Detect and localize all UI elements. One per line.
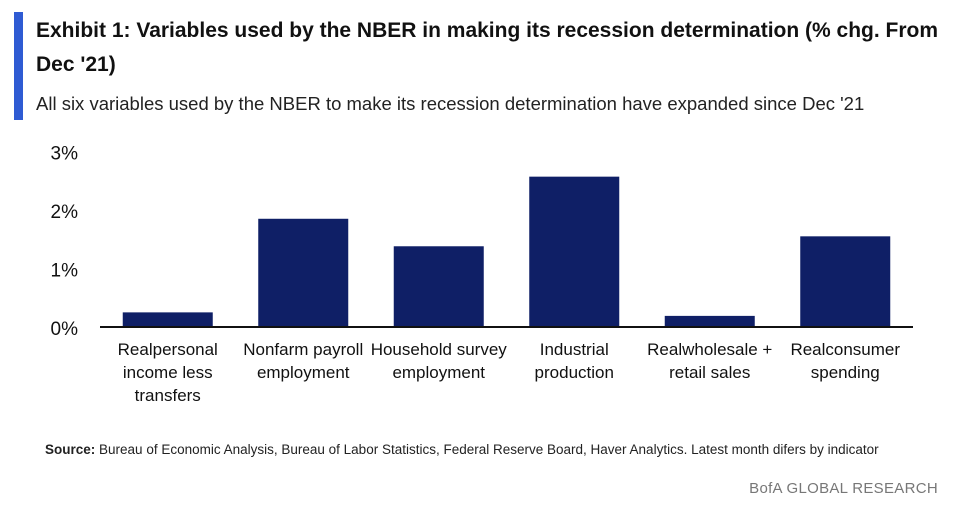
- bar: [664, 315, 755, 327]
- bar: [258, 218, 349, 327]
- bar: [393, 246, 484, 327]
- x-tick-label-line: employment: [257, 363, 350, 382]
- x-tick-label: Household survey employment: [371, 340, 508, 382]
- source-label: Source:: [45, 442, 96, 457]
- x-tick-label-line: employment: [392, 363, 485, 382]
- x-tick-label-line: transfers: [135, 386, 201, 405]
- x-tick-label: Nonfarm payroll employment: [243, 340, 363, 382]
- brand-logo-text: BofA GLOBAL RESEARCH: [749, 480, 938, 497]
- source-note: Source: Bureau of Economic Analysis, Bur…: [45, 442, 879, 457]
- x-tick-label-line: production: [535, 363, 614, 382]
- x-tick-label-line: Household survey: [371, 340, 508, 359]
- x-tick-label: Realwholesale + retail sales: [647, 340, 772, 382]
- x-tick-label-line: Realpersonal: [118, 340, 218, 359]
- y-tick-label: 2%: [51, 202, 79, 223]
- x-tick-label-line: Realwholesale +: [647, 340, 772, 359]
- y-tick-label: 3%: [51, 144, 79, 165]
- bar: [122, 312, 213, 327]
- x-tick-label: Realconsumer spending: [790, 340, 900, 382]
- chart-subtitle: All six variables used by the NBER to ma…: [36, 93, 865, 114]
- x-tick-label-line: spending: [811, 363, 880, 382]
- x-tick-label-line: income less: [123, 363, 213, 382]
- x-tick-label-line: retail sales: [669, 363, 750, 382]
- title-accent-bar: [14, 12, 23, 120]
- x-tick-label-line: Nonfarm payroll: [243, 340, 363, 359]
- x-tick-label: Industrial production: [535, 340, 614, 382]
- y-tick-label: 0%: [51, 319, 79, 340]
- bar-chart: 0% 1% 2% 3% Realpersonal income less transfers…: [51, 144, 913, 405]
- bar: [529, 176, 620, 327]
- chart-title: Exhibit 1: Variables used by the NBER in…: [36, 19, 939, 76]
- x-tick-label: Realpersonal income less transfers: [118, 340, 218, 405]
- bar: [800, 236, 891, 327]
- x-tick-label-line: Industrial: [540, 340, 609, 359]
- y-tick-label: 1%: [51, 261, 79, 282]
- source-text: Bureau of Economic Analysis, Bureau of L…: [99, 442, 879, 457]
- x-tick-label-line: Realconsumer: [790, 340, 900, 359]
